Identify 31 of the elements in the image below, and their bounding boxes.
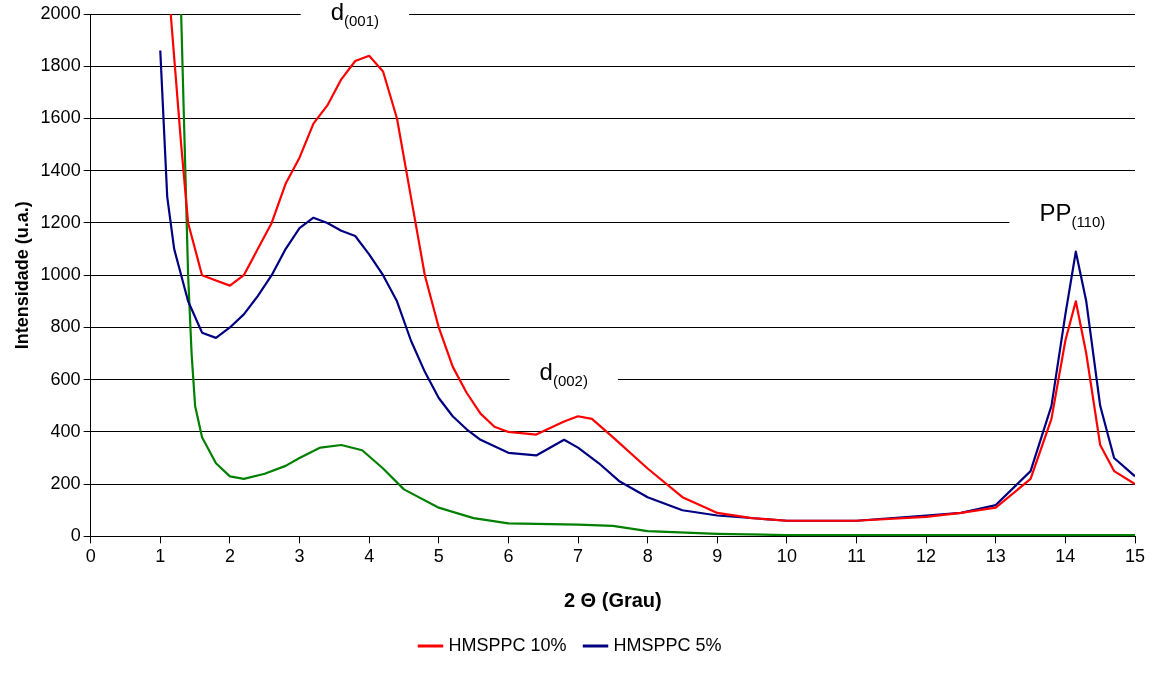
y-axis-title: Intensidade (u.a.) [11,201,32,350]
x-tick-label: 7 [573,546,584,567]
x-tick-label: 13 [985,546,1006,567]
y-tick-label: 200 [50,473,81,494]
y-tick-label: 800 [50,316,81,337]
x-tick-label: 4 [364,546,375,567]
y-tick-label: 1200 [40,211,81,232]
x-axis-title: 2 Θ (Grau) [563,588,662,611]
x-tick-label: 11 [847,546,866,567]
x-tick-label: 5 [433,546,444,567]
y-tick-label: 1400 [40,159,81,180]
x-tick-label: 2 [224,546,235,567]
y-tick-label: 2000 [40,2,81,23]
x-tick-label: 1 [155,546,166,567]
x-tick-label: 14 [1055,546,1076,567]
y-tick-label: 0 [70,525,81,546]
x-tick-label: 15 [1124,546,1146,567]
legend-label: HMSPPC 10% [448,634,567,655]
x-tick-label: 8 [642,546,653,567]
y-tick-label: 400 [50,420,81,441]
x-tick-label: 0 [85,546,96,567]
x-tick-label: 6 [503,546,514,567]
y-tick-label: 1600 [40,107,81,128]
y-tick-label: 1800 [40,55,81,76]
x-tick-label: 3 [294,546,305,567]
y-tick-label: 600 [50,368,81,389]
legend-label: HMSPPC 5% [613,634,722,655]
x-tick-label: 10 [776,546,797,567]
x-tick-label: 9 [712,546,723,567]
x-tick-label: 12 [916,546,937,567]
y-tick-label: 1000 [40,264,81,285]
